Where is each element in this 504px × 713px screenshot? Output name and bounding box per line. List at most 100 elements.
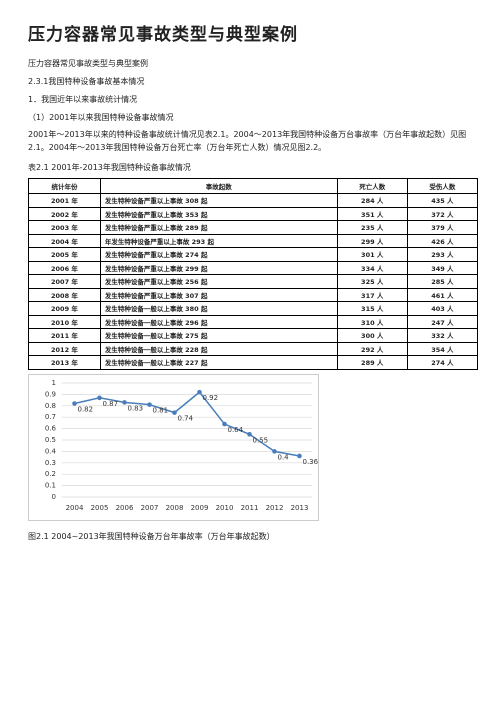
table-cell: 2010 年 bbox=[28, 314, 101, 329]
table-cell: 372 人 bbox=[406, 206, 479, 221]
line bbox=[74, 391, 300, 457]
table-cell: 285 人 bbox=[406, 274, 479, 289]
table-cell: 年发生特种设备严重以上事故 293 起 bbox=[99, 233, 338, 248]
table-cell: 325 人 bbox=[336, 274, 408, 289]
table-cell: 2011 年 bbox=[28, 328, 101, 343]
table-cell: 310 人 bbox=[336, 314, 408, 329]
table-row: 2011 年发生特种设备一般以上事故 275 起 300 人 332 人 bbox=[28, 328, 479, 343]
point bbox=[122, 400, 127, 405]
data-label: 0.82 bbox=[78, 406, 94, 414]
x-tick-label: 2009 bbox=[191, 504, 209, 512]
point bbox=[222, 421, 227, 427]
table-cell: 发生特种设备严重以上事故 299 起 bbox=[99, 260, 338, 275]
chart: 0 0.1 0.2 0.3 0.4 0.5 0.6 0.7 0.8 0.9 1 0.82 0.87 0.8… bbox=[28, 374, 319, 521]
table-cell: 334 人 bbox=[336, 260, 408, 275]
y-tick-label: 0 bbox=[52, 493, 56, 501]
table-cell: 发生特种设备一般以上事故 380 起 bbox=[99, 301, 338, 316]
table-cell: 发生特种设备一般以上事故 228 起 bbox=[99, 341, 338, 356]
table-cell: 300 人 bbox=[336, 328, 408, 343]
table-cell: 发生特种设备一般以上事故 227 起 bbox=[99, 355, 338, 370]
table-cell: 426 人 bbox=[406, 233, 479, 248]
x-tick-label: 2005 bbox=[91, 504, 109, 512]
table-cell: 274 人 bbox=[406, 355, 479, 370]
table-cell: 435 人 bbox=[406, 193, 479, 208]
table-row: 2003 年发生特种设备严重以上事故 289 起 235 人 379 人 bbox=[28, 220, 479, 235]
table-header-cell: 事故起数 bbox=[99, 178, 338, 194]
table-cell: 235 人 bbox=[336, 220, 408, 235]
table-row: 2009 年发生特种设备一般以上事故 380 起 315 人 403 人 bbox=[28, 301, 479, 316]
table-cell: 315 人 bbox=[336, 301, 408, 316]
table-cell: 301 人 bbox=[336, 247, 408, 262]
table-cell: 2013 年 bbox=[28, 355, 101, 370]
line: 压力容器常见事故类型与典型案例 bbox=[28, 59, 148, 68]
x-tick-label: 2010 bbox=[216, 504, 234, 512]
table-cell: 2001 年 bbox=[28, 193, 101, 208]
x-tick-label: 2012 bbox=[266, 504, 284, 512]
y-tick-label: 0.8 bbox=[45, 402, 56, 410]
data-label: 0.81 bbox=[153, 407, 169, 415]
y-tick-label: 0.9 bbox=[45, 390, 56, 398]
data-label: 0.36 bbox=[303, 458, 319, 466]
title: 压力容器常见事故类型与典型案例 bbox=[28, 25, 298, 45]
table-cell: 354 人 bbox=[406, 341, 479, 356]
table-cell: 247 人 bbox=[406, 314, 479, 329]
data-label: 0.4 bbox=[278, 453, 290, 461]
y-tick-label: 0.4 bbox=[45, 447, 57, 455]
x-tick-label: 2013 bbox=[291, 504, 309, 512]
point bbox=[72, 401, 77, 406]
table-cell: 发生特种设备严重以上事故 308 起 bbox=[99, 193, 338, 208]
figure-caption: 图2.1 2004~2013年我国特种设备万台年事故率（万台年事故起数） bbox=[28, 532, 275, 541]
line: 2.3.1我国特种设备事故基本情况 bbox=[28, 77, 145, 86]
point bbox=[197, 389, 202, 395]
data-label: 0.87 bbox=[103, 400, 119, 408]
y-tick-label: 0.2 bbox=[45, 470, 56, 478]
table-cell: 发生特种设备一般以上事故 275 起 bbox=[99, 328, 338, 343]
line: （1）2001年以来我国特种设备事故情况 bbox=[28, 113, 174, 122]
table-cell: 发生特种设备一般以上事故 296 起 bbox=[99, 314, 338, 329]
y-tick-label: 0.1 bbox=[45, 482, 56, 490]
table-cell: 379 人 bbox=[406, 220, 479, 235]
table-cell: 发生特种设备严重以上事故 274 起 bbox=[99, 247, 338, 262]
data-label: 0.83 bbox=[128, 404, 144, 412]
point bbox=[297, 453, 302, 459]
table-row: 2006 年发生特种设备严重以上事故 299 起 334 人 349 人 bbox=[28, 260, 479, 275]
chart-frame bbox=[28, 374, 319, 521]
table-row: 2005 年发生特种设备严重以上事故 274 起 301 人 293 人 bbox=[28, 247, 479, 262]
table-row: 2010 年发生特种设备一般以上事故 296 起 310 人 247 人 bbox=[28, 314, 479, 329]
table-cell: 2007 年 bbox=[28, 274, 101, 289]
paragraph: 2001年～2013年以来的特种设备事故统计情况见表2.1。2004～2013年… bbox=[28, 130, 467, 152]
x-tick-label: 2011 bbox=[241, 504, 259, 512]
table-header-cell: 统计年份 bbox=[28, 178, 101, 194]
table-caption: 表2.1 2001年-2013年我国特种设备事故情况 bbox=[28, 163, 191, 172]
point bbox=[247, 432, 252, 437]
x-tick-label: 2004 bbox=[66, 504, 84, 512]
table-cell: 292 人 bbox=[336, 341, 408, 356]
table-cell: 293 人 bbox=[406, 247, 479, 262]
table-header-cell: 死亡人数 bbox=[336, 178, 408, 194]
table-cell: 403 人 bbox=[406, 301, 479, 316]
table-row: 2007 年发生特种设备严重以上事故 256 起 325 人 285 人 bbox=[28, 274, 479, 289]
data-label: 0.55 bbox=[253, 436, 269, 444]
table-cell: 2012 年 bbox=[28, 341, 101, 356]
table-cell: 349 人 bbox=[406, 260, 479, 275]
x-tick-label: 2007 bbox=[141, 504, 159, 512]
table-cell: 2005 年 bbox=[28, 247, 101, 262]
table-row: 2013 年发生特种设备一般以上事故 227 起 289 人 274 人 bbox=[28, 355, 479, 370]
y-tick-label: 0.6 bbox=[45, 425, 57, 433]
table-row: 2008 年发生特种设备严重以上事故 307 起 317 人 461 人 bbox=[28, 287, 479, 302]
table-row: 2012 年发生特种设备一般以上事故 228 起 292 人 354 人 bbox=[28, 341, 479, 356]
y-tick-label: 0.5 bbox=[45, 436, 56, 444]
x-tick-label: 2006 bbox=[116, 504, 134, 512]
data-label: 0.64 bbox=[228, 426, 244, 434]
table-cell: 2004 年 bbox=[28, 233, 101, 248]
table-row: 2002 年发生特种设备严重以上事故 353 起 351 人 372 人 bbox=[28, 206, 479, 221]
table-cell: 289 人 bbox=[336, 355, 408, 370]
table-cell: 2002 年 bbox=[28, 206, 101, 221]
table-cell: 发生特种设备严重以上事故 289 起 bbox=[99, 220, 338, 235]
table-cell: 2008 年 bbox=[28, 287, 101, 302]
table: 统计年份 事故起数 死亡人数 受伤人数 2001 年发生特种设备严重以上事故 308 起… bbox=[28, 178, 479, 370]
y-tick-label: 1 bbox=[52, 379, 56, 387]
table-cell: 发生特种设备严重以上事故 353 起 bbox=[99, 206, 338, 221]
line: 1．我国近年以来事故统计情况 bbox=[28, 95, 138, 104]
